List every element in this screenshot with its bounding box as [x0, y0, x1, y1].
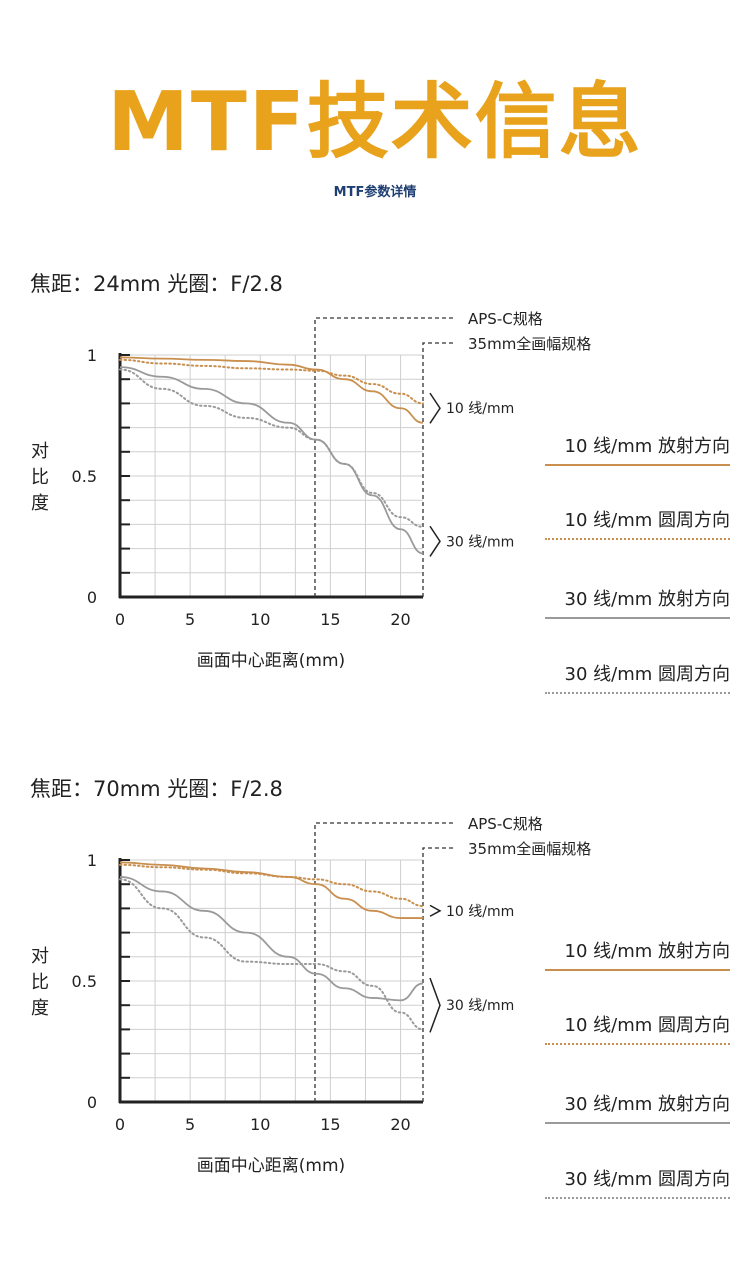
marker-label: APS-C规格 [468, 815, 543, 833]
legend-label: 30 线/mm 放射方向 [564, 589, 730, 610]
legend-item-10-sagittal: 10 线/mm 圆周方向 [545, 506, 730, 540]
legend-swatch-dotted-gray [545, 692, 730, 694]
legend-item-30-radial: 30 线/mm 放射方向 [545, 1090, 730, 1124]
series-10-sagittal-line [119, 863, 424, 907]
legend-label: 10 线/mm 放射方向 [564, 436, 730, 457]
x-tick-label: 15 [320, 1115, 340, 1134]
legend-swatch-dotted-orange [545, 1043, 730, 1045]
page-title: MTF技术信息 [107, 75, 643, 170]
x-tick-label: 10 [250, 1115, 270, 1134]
y-tick-label: 1 [87, 346, 97, 365]
x-tick-label: 0 [115, 610, 125, 629]
series-10-radial-line [119, 861, 423, 919]
marker-dashed-line [422, 342, 455, 597]
marker-dashed-line [314, 822, 455, 1102]
series-30-sagittal-line [119, 368, 424, 528]
y-axis-label-char: 度 [31, 998, 49, 1019]
chart-heading: 焦距：70mm 光圈：F/2.8 [30, 777, 283, 801]
y-axis-label-char: 对 [31, 441, 49, 462]
legend-swatch-dotted-orange [545, 538, 730, 540]
y-axis-label-char: 度 [31, 493, 49, 514]
mtf-section-2: 焦距：70mm 光圈：F/2.8 0 5 10 15 20 0 0.5 1 对比度画面中心距离(… [0, 773, 750, 1213]
aps-c-marker: APS-C规格 [314, 310, 543, 597]
x-axis-label: 画面中心距离(mm) [197, 651, 345, 671]
legend-swatch-dotted-gray [545, 1197, 730, 1199]
grid [120, 859, 423, 1102]
marker-label: 35mm全画幅规格 [468, 335, 591, 353]
chart-heading: 焦距：24mm 光圈：F/2.8 [30, 272, 283, 296]
series-30-radial-line [119, 366, 424, 555]
legend-swatch-solid-gray [545, 1122, 730, 1124]
x-tick-label: 0 [115, 1115, 125, 1134]
bracket-30-lpmm: 30 线/mm [429, 525, 514, 557]
legend-swatch-solid-gray [545, 617, 730, 619]
bracket-10-lpmm: 10 线/mm [429, 904, 514, 920]
marker-label: 35mm全画幅规格 [468, 840, 591, 858]
series-10-radial-line [119, 356, 424, 424]
legend-label: 30 线/mm 圆周方向 [564, 1169, 730, 1190]
bracket-chevron-icon [429, 525, 441, 557]
marker-dashed-line [314, 317, 455, 597]
x-tick-label: 5 [185, 610, 195, 629]
mtf-section-1: 焦距：24mm 光圈：F/2.8 0 5 10 15 20 0 0.5 1 对比度画面中心距离(… [0, 268, 750, 708]
x-tick-label: 10 [250, 610, 270, 629]
legend-item-10-radial: 10 线/mm 放射方向 [545, 937, 730, 971]
series-10-sagittal-line [119, 358, 424, 405]
marker-dashed-line [422, 847, 455, 1102]
page-subtitle: MTF参数详情 [333, 185, 417, 200]
x-tick-label: 15 [320, 610, 340, 629]
bracket-label: 10 线/mm [446, 401, 514, 417]
legend-label: 10 线/mm 放射方向 [564, 941, 730, 962]
x-tick-label: 5 [185, 1115, 195, 1134]
legend-item-10-radial: 10 线/mm 放射方向 [545, 432, 730, 466]
bracket-10-lpmm: 10 线/mm [429, 392, 514, 424]
legend-item-30-sagittal: 30 线/mm 圆周方向 [545, 1165, 730, 1199]
legend-label: 30 线/mm 放射方向 [564, 1094, 730, 1115]
legend-item-30-sagittal: 30 线/mm 圆周方向 [545, 660, 730, 694]
y-tick-label: 0 [87, 1093, 97, 1112]
legend-item-30-radial: 30 线/mm 放射方向 [545, 585, 730, 619]
x-tick-label: 20 [390, 610, 410, 629]
y-tick-label: 0 [87, 588, 97, 607]
y-axis-label-char: 比 [31, 972, 49, 993]
marker-label: APS-C规格 [468, 310, 543, 328]
legend-item-10-sagittal: 10 线/mm 圆周方向 [545, 1011, 730, 1045]
bracket-chevron-icon [429, 904, 442, 917]
full-frame-marker: 35mm全画幅规格 [422, 840, 591, 1102]
bracket-chevron-icon [429, 392, 441, 424]
x-tick-label: 20 [390, 1115, 410, 1134]
bracket-chevron-icon [429, 977, 441, 1033]
legend-label: 10 线/mm 圆周方向 [564, 1015, 730, 1036]
bracket-30-lpmm: 30 线/mm [429, 977, 514, 1033]
legend-label: 10 线/mm 圆周方向 [564, 510, 730, 531]
bracket-label: 30 线/mm [446, 998, 514, 1014]
legend-label: 30 线/mm 圆周方向 [564, 664, 730, 685]
y-tick-label: 0.5 [72, 467, 97, 486]
bracket-label: 30 线/mm [446, 534, 514, 550]
series-30-radial-line [119, 876, 424, 1002]
bracket-label: 10 线/mm [446, 904, 514, 920]
legend-swatch-solid-orange [545, 464, 730, 466]
legend-swatch-solid-orange [545, 969, 730, 971]
y-tick-label: 1 [87, 851, 97, 870]
full-frame-marker: 35mm全画幅规格 [422, 335, 591, 597]
y-tick-label: 0.5 [72, 972, 97, 991]
y-axis-label-char: 对 [31, 946, 49, 967]
aps-c-marker: APS-C规格 [314, 815, 543, 1102]
y-axis-label-char: 比 [31, 467, 49, 488]
series-30-sagittal-line [119, 878, 424, 1031]
x-axis-label: 画面中心距离(mm) [197, 1156, 345, 1176]
